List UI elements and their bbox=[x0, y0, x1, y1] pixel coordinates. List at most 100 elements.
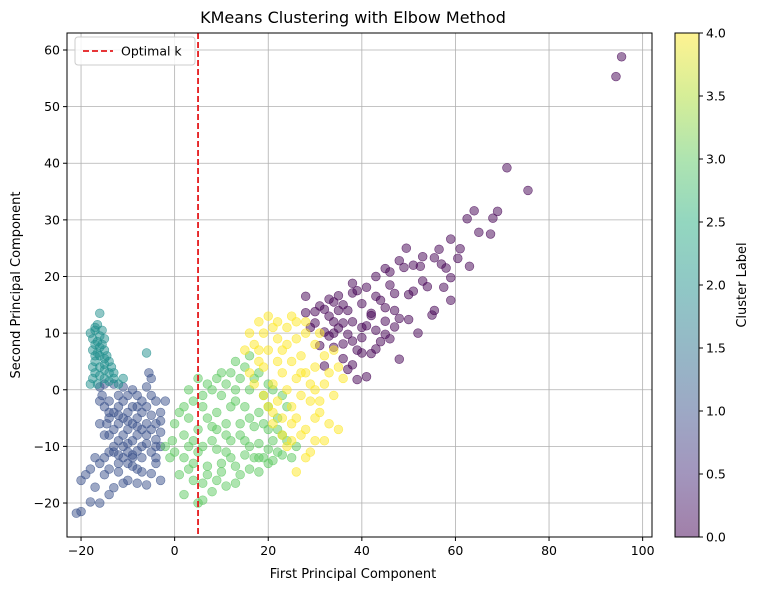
data-point-cluster-1 bbox=[127, 453, 138, 463]
data-point-cluster-3 bbox=[179, 430, 189, 440]
data-point-cluster-0 bbox=[300, 291, 311, 302]
data-point-cluster-4 bbox=[319, 379, 330, 389]
data-point-cluster-4 bbox=[291, 467, 302, 477]
data-point-cluster-4 bbox=[244, 368, 255, 378]
data-point-cluster-3 bbox=[179, 402, 189, 412]
data-point-cluster-2 bbox=[118, 373, 128, 384]
legend-entry-optimal-k: Optimal k bbox=[121, 44, 182, 59]
data-point-cluster-3 bbox=[221, 481, 231, 491]
data-point-cluster-1 bbox=[132, 478, 142, 488]
data-point-cluster-1 bbox=[104, 464, 114, 474]
data-point-cluster-1 bbox=[109, 447, 119, 457]
data-point-cluster-0 bbox=[361, 372, 372, 382]
data-point-cluster-4 bbox=[324, 368, 334, 378]
data-point-cluster-0 bbox=[319, 304, 330, 315]
plot-frame bbox=[66, 32, 653, 538]
data-point-cluster-4 bbox=[319, 351, 330, 361]
data-point-cluster-3 bbox=[254, 453, 264, 463]
data-point-cluster-0 bbox=[403, 314, 414, 325]
data-point-cluster-3 bbox=[230, 356, 241, 367]
data-point-cluster-4 bbox=[296, 368, 306, 378]
data-point-cluster-0 bbox=[488, 213, 498, 223]
data-point-cluster-3 bbox=[179, 453, 189, 463]
data-point-cluster-0 bbox=[453, 253, 463, 264]
data-point-cluster-0 bbox=[446, 295, 456, 305]
y-tick-label: 50 bbox=[44, 99, 60, 114]
data-point-cluster-0 bbox=[352, 285, 362, 296]
data-point-cluster-3 bbox=[198, 402, 208, 412]
data-point-cluster-4 bbox=[268, 379, 278, 389]
data-point-cluster-4 bbox=[277, 430, 287, 440]
data-point-cluster-0 bbox=[347, 278, 358, 289]
data-point-cluster-4 bbox=[263, 311, 273, 321]
scatter-points bbox=[71, 52, 627, 518]
data-point-cluster-1 bbox=[90, 482, 100, 492]
data-point-cluster-4 bbox=[310, 339, 320, 350]
data-point-cluster-3 bbox=[254, 467, 264, 477]
data-point-cluster-0 bbox=[338, 353, 348, 364]
data-point-cluster-0 bbox=[343, 329, 353, 339]
colorbar-tick-label: 0.0 bbox=[706, 530, 726, 545]
data-point-cluster-1 bbox=[95, 498, 105, 508]
data-point-cluster-2 bbox=[90, 325, 100, 336]
legend: Optimal k bbox=[74, 36, 196, 66]
data-point-cluster-3 bbox=[207, 436, 217, 446]
data-point-cluster-3 bbox=[188, 475, 199, 486]
data-point-cluster-2 bbox=[99, 359, 110, 369]
data-point-cluster-4 bbox=[282, 322, 292, 333]
data-point-cluster-1 bbox=[113, 390, 124, 401]
x-tick-label: 20 bbox=[260, 543, 276, 558]
data-point-cluster-2 bbox=[95, 308, 105, 319]
data-point-cluster-3 bbox=[169, 419, 180, 429]
data-point-cluster-1 bbox=[137, 441, 147, 452]
data-point-cluster-0 bbox=[389, 305, 400, 316]
data-point-cluster-3 bbox=[216, 458, 227, 469]
data-point-cluster-0 bbox=[429, 253, 440, 263]
data-point-cluster-0 bbox=[464, 261, 475, 272]
x-tick-label: −20 bbox=[68, 543, 94, 558]
legend-box bbox=[74, 36, 196, 66]
data-point-cluster-3 bbox=[221, 430, 231, 440]
data-point-cluster-3 bbox=[212, 424, 222, 435]
data-point-cluster-3 bbox=[198, 478, 208, 488]
data-point-cluster-0 bbox=[380, 329, 390, 339]
colorbar-tick-label: 3.5 bbox=[706, 89, 726, 104]
data-point-cluster-0 bbox=[357, 348, 367, 358]
data-point-cluster-3 bbox=[202, 461, 213, 471]
colorbar-tick-label: 1.0 bbox=[706, 404, 726, 419]
data-point-cluster-4 bbox=[282, 385, 292, 395]
data-point-cluster-0 bbox=[455, 244, 465, 254]
data-point-cluster-0 bbox=[380, 302, 390, 313]
data-point-cluster-3 bbox=[167, 436, 178, 446]
data-point-cluster-0 bbox=[324, 294, 334, 304]
data-point-cluster-3 bbox=[188, 436, 199, 446]
data-point-cluster-4 bbox=[258, 328, 269, 338]
data-point-cluster-0 bbox=[347, 317, 358, 327]
data-point-cluster-4 bbox=[258, 362, 269, 372]
data-point-cluster-1 bbox=[118, 430, 128, 440]
data-point-cluster-0 bbox=[347, 336, 358, 346]
data-point-cluster-0 bbox=[446, 234, 456, 244]
data-point-cluster-4 bbox=[258, 390, 269, 401]
data-point-cluster-3 bbox=[207, 486, 217, 497]
data-point-cluster-1 bbox=[155, 416, 166, 426]
data-point-cluster-3 bbox=[268, 455, 278, 466]
data-point-cluster-0 bbox=[338, 339, 348, 349]
data-point-cluster-1 bbox=[113, 467, 124, 477]
data-point-cluster-4 bbox=[333, 424, 344, 435]
data-point-cluster-4 bbox=[310, 436, 320, 446]
data-point-cluster-1 bbox=[132, 421, 142, 432]
data-point-cluster-0 bbox=[439, 282, 449, 292]
data-point-cluster-0 bbox=[403, 289, 414, 300]
data-point-cluster-3 bbox=[240, 450, 250, 460]
data-point-cluster-3 bbox=[183, 413, 194, 423]
data-point-cluster-3 bbox=[165, 453, 175, 463]
data-point-cluster-3 bbox=[235, 470, 245, 480]
data-point-cluster-3 bbox=[221, 379, 231, 389]
data-point-cluster-1 bbox=[76, 475, 86, 486]
data-point-cluster-0 bbox=[417, 276, 428, 286]
data-point-cluster-0 bbox=[366, 310, 376, 321]
data-point-cluster-1 bbox=[104, 489, 114, 500]
data-point-cluster-4 bbox=[296, 351, 306, 361]
data-point-cluster-2 bbox=[88, 362, 98, 372]
